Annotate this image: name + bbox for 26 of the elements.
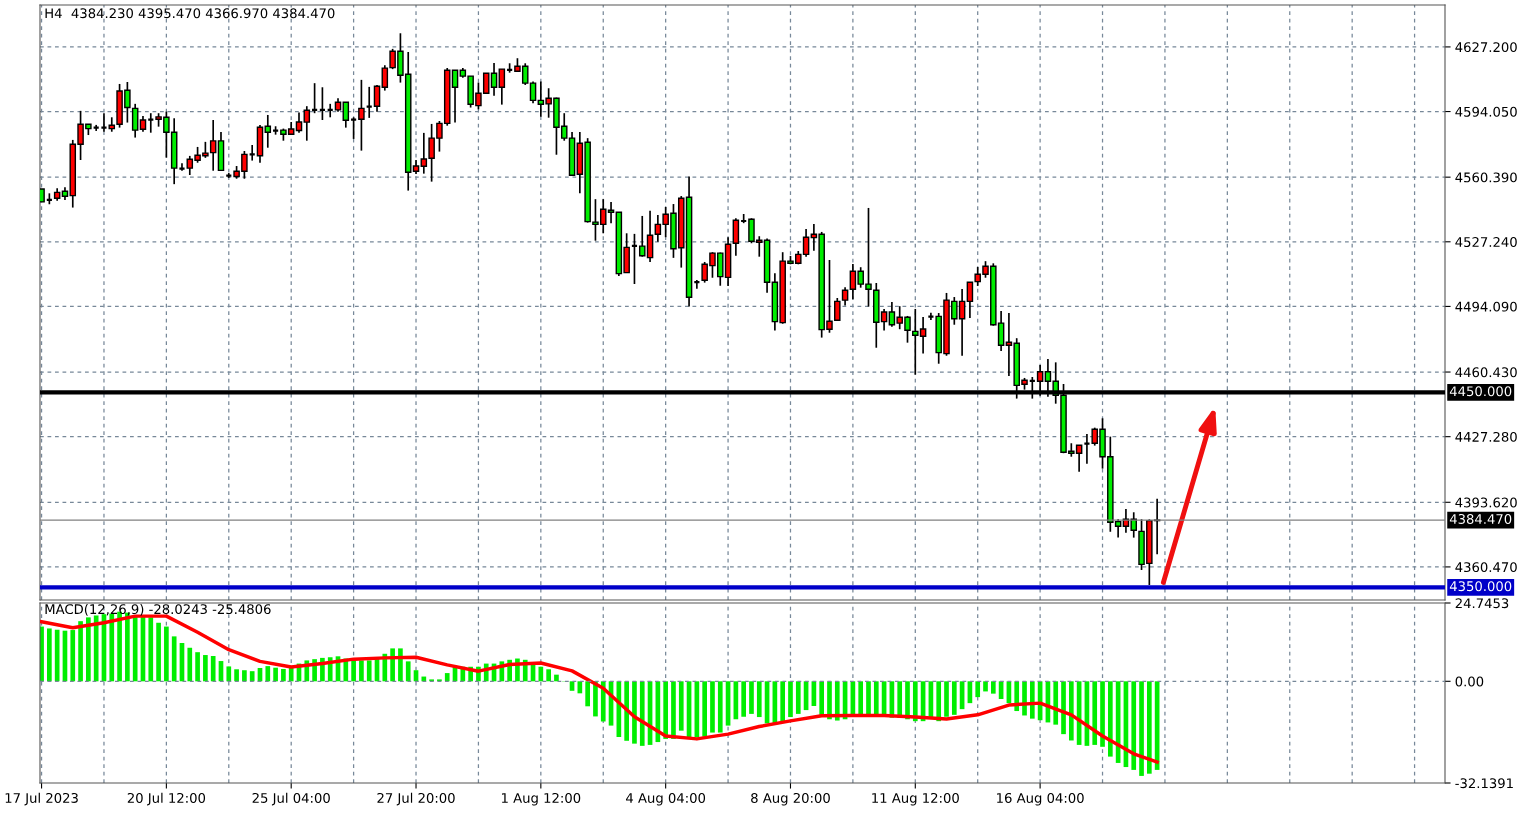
y-tick-label: 0.00 xyxy=(1455,676,1484,687)
ref-line-label: 4384.470 xyxy=(1449,513,1512,524)
x-tick-label: 17 Jul 2023 xyxy=(5,792,78,806)
y-tick-label: 4594.050 xyxy=(1455,106,1517,117)
x-tick-label: 25 Jul 04:00 xyxy=(252,792,330,806)
x-tick-label: 16 Aug 04:00 xyxy=(997,792,1084,806)
x-tick-label: 4 Aug 04:00 xyxy=(626,792,706,806)
y-tick-label: 4560.390 xyxy=(1455,172,1517,183)
y-tick-label: 4494.090 xyxy=(1455,301,1517,312)
y-tick-label: 4427.280 xyxy=(1455,431,1517,442)
x-tick-label: 8 Aug 20:00 xyxy=(751,792,830,806)
chart-title: MACD(12,26,9) -28.0243 -25.4806 xyxy=(45,603,271,616)
y-tick-label: -32.1391 xyxy=(1455,778,1513,789)
ref-line-label: 4350.000 xyxy=(1449,581,1512,592)
chart-title: H4 4384.230 4395.470 4366.970 4384.470 xyxy=(45,8,335,19)
y-tick-label: 4627.200 xyxy=(1455,42,1517,53)
x-tick-label: 11 Aug 12:00 xyxy=(872,792,959,806)
y-tick-label: 24.7453 xyxy=(1455,598,1509,609)
x-tick-label: 1 Aug 12:00 xyxy=(502,792,581,806)
x-tick-label: 20 Jul 12:00 xyxy=(127,792,206,806)
x-tick-label: 27 Jul 20:00 xyxy=(377,792,455,806)
y-tick-label: 4393.620 xyxy=(1455,497,1517,508)
y-tick-label: 4527.240 xyxy=(1455,237,1517,247)
y-tick-label: 4360.470 xyxy=(1455,562,1517,573)
ref-line-label: 4450.000 xyxy=(1449,386,1512,397)
y-tick-label: 4460.430 xyxy=(1455,367,1517,378)
